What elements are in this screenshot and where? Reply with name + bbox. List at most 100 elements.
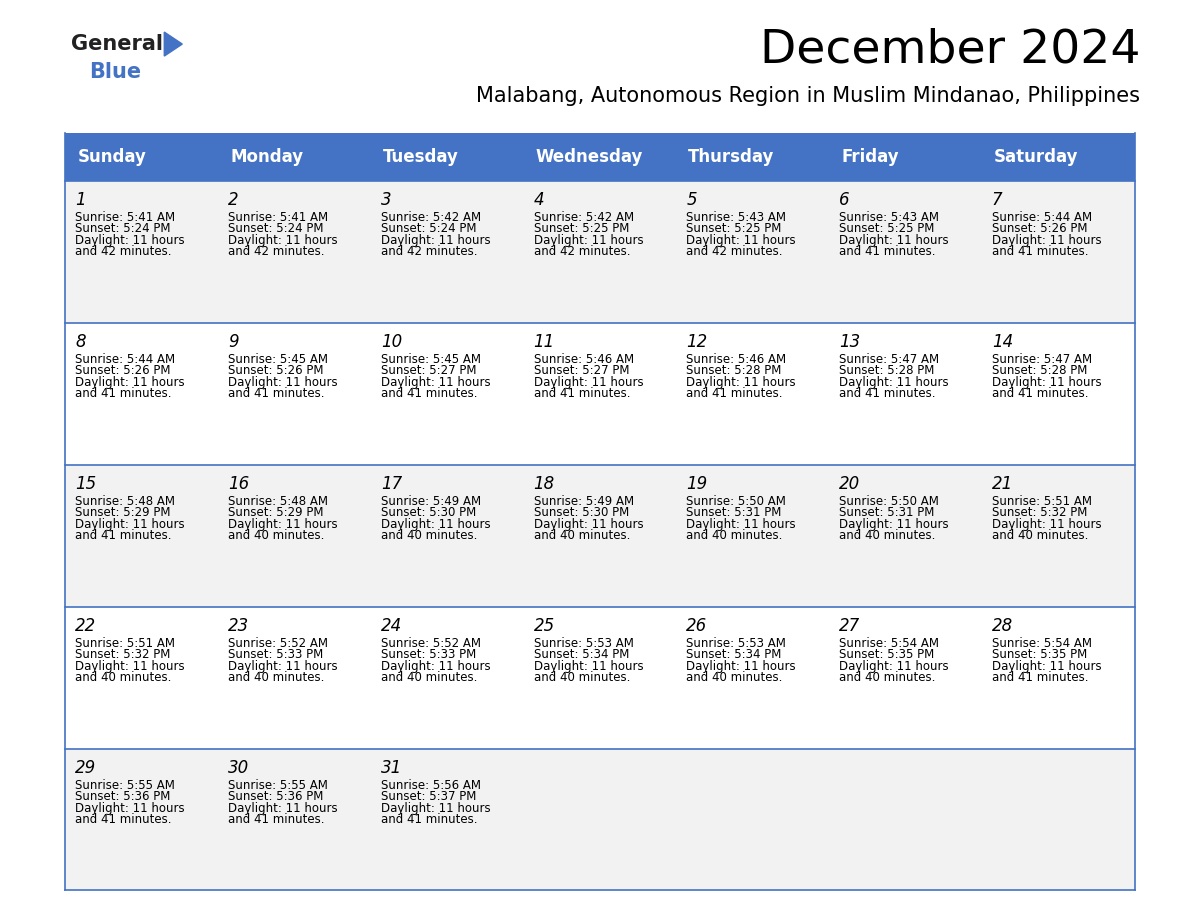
Text: Sunrise: 5:52 AM: Sunrise: 5:52 AM [381,636,481,650]
Text: Daylight: 11 hours: Daylight: 11 hours [381,660,491,673]
Text: 4: 4 [533,191,544,209]
Text: Sunrise: 5:42 AM: Sunrise: 5:42 AM [533,211,633,224]
Text: Sunset: 5:24 PM: Sunset: 5:24 PM [75,222,171,235]
Text: Sunset: 5:25 PM: Sunset: 5:25 PM [839,222,935,235]
Text: Daylight: 11 hours: Daylight: 11 hours [381,518,491,531]
Text: Daylight: 11 hours: Daylight: 11 hours [687,375,796,388]
Text: 20: 20 [839,475,860,493]
Text: Daylight: 11 hours: Daylight: 11 hours [992,375,1101,388]
Text: Daylight: 11 hours: Daylight: 11 hours [992,234,1101,247]
Text: Sunset: 5:36 PM: Sunset: 5:36 PM [75,790,171,803]
Text: Sunset: 5:26 PM: Sunset: 5:26 PM [228,364,323,377]
Text: Daylight: 11 hours: Daylight: 11 hours [533,375,643,388]
Text: Daylight: 11 hours: Daylight: 11 hours [992,660,1101,673]
Text: General: General [71,34,163,54]
Text: Sunrise: 5:50 AM: Sunrise: 5:50 AM [839,495,939,508]
Text: Sunset: 5:35 PM: Sunset: 5:35 PM [839,648,934,661]
Text: Wednesday: Wednesday [536,148,643,166]
Text: Sunset: 5:29 PM: Sunset: 5:29 PM [228,506,323,520]
Text: 19: 19 [687,475,708,493]
Text: 24: 24 [381,617,402,634]
Text: Daylight: 11 hours: Daylight: 11 hours [992,518,1101,531]
Text: and 41 minutes.: and 41 minutes. [381,813,478,826]
Text: 6: 6 [839,191,849,209]
Text: 13: 13 [839,332,860,351]
Text: and 40 minutes.: and 40 minutes. [228,529,324,543]
Text: and 40 minutes.: and 40 minutes. [75,671,172,684]
Text: 22: 22 [75,617,96,634]
Text: 28: 28 [992,617,1013,634]
Text: Daylight: 11 hours: Daylight: 11 hours [839,660,949,673]
Text: Sunset: 5:28 PM: Sunset: 5:28 PM [992,364,1087,377]
Text: Daylight: 11 hours: Daylight: 11 hours [75,801,185,814]
Text: Sunrise: 5:41 AM: Sunrise: 5:41 AM [75,211,176,224]
Text: Daylight: 11 hours: Daylight: 11 hours [75,518,185,531]
Bar [65,465,1135,607]
Text: and 40 minutes.: and 40 minutes. [687,529,783,543]
Text: Sunrise: 5:47 AM: Sunrise: 5:47 AM [992,353,1092,365]
Text: Sunset: 5:33 PM: Sunset: 5:33 PM [381,648,476,661]
Text: and 40 minutes.: and 40 minutes. [381,671,478,684]
Polygon shape [164,32,182,56]
Text: Sunrise: 5:43 AM: Sunrise: 5:43 AM [687,211,786,224]
Text: Daylight: 11 hours: Daylight: 11 hours [228,801,337,814]
Text: Daylight: 11 hours: Daylight: 11 hours [75,660,185,673]
Text: Sunrise: 5:56 AM: Sunrise: 5:56 AM [381,778,481,791]
Text: Sunrise: 5:46 AM: Sunrise: 5:46 AM [687,353,786,365]
Text: Daylight: 11 hours: Daylight: 11 hours [533,518,643,531]
Text: and 41 minutes.: and 41 minutes. [228,813,324,826]
Text: 18: 18 [533,475,555,493]
Text: Blue: Blue [89,62,141,82]
Text: Sunset: 5:34 PM: Sunset: 5:34 PM [533,648,628,661]
Text: Daylight: 11 hours: Daylight: 11 hours [533,234,643,247]
Text: Sunset: 5:31 PM: Sunset: 5:31 PM [839,506,935,520]
Bar [65,181,1135,323]
Text: Sunset: 5:25 PM: Sunset: 5:25 PM [533,222,628,235]
Text: Sunrise: 5:51 AM: Sunrise: 5:51 AM [992,495,1092,508]
Text: 10: 10 [381,332,402,351]
Text: Sunset: 5:25 PM: Sunset: 5:25 PM [687,222,782,235]
Text: Tuesday: Tuesday [383,148,459,166]
Text: and 42 minutes.: and 42 minutes. [381,245,478,258]
Text: and 40 minutes.: and 40 minutes. [992,529,1088,543]
Text: Sunset: 5:33 PM: Sunset: 5:33 PM [228,648,323,661]
Bar [65,607,1135,748]
Text: 16: 16 [228,475,249,493]
Text: Sunrise: 5:48 AM: Sunrise: 5:48 AM [75,495,176,508]
Text: Daylight: 11 hours: Daylight: 11 hours [75,375,185,388]
Text: Daylight: 11 hours: Daylight: 11 hours [228,234,337,247]
Text: 23: 23 [228,617,249,634]
Text: 12: 12 [687,332,708,351]
Text: December 2024: December 2024 [760,28,1140,73]
Text: Sunset: 5:27 PM: Sunset: 5:27 PM [533,364,630,377]
Text: Sunrise: 5:54 AM: Sunrise: 5:54 AM [992,636,1092,650]
Text: Sunrise: 5:51 AM: Sunrise: 5:51 AM [75,636,176,650]
Text: 8: 8 [75,332,86,351]
Text: Sunrise: 5:52 AM: Sunrise: 5:52 AM [228,636,328,650]
Text: Sunrise: 5:53 AM: Sunrise: 5:53 AM [687,636,786,650]
Bar [65,133,1135,181]
Text: Sunrise: 5:48 AM: Sunrise: 5:48 AM [228,495,328,508]
Text: Daylight: 11 hours: Daylight: 11 hours [687,518,796,531]
Text: Sunset: 5:29 PM: Sunset: 5:29 PM [75,506,171,520]
Text: and 41 minutes.: and 41 minutes. [228,387,324,400]
Bar [65,323,1135,465]
Text: Sunset: 5:30 PM: Sunset: 5:30 PM [381,506,476,520]
Text: Monday: Monday [230,148,303,166]
Text: and 41 minutes.: and 41 minutes. [992,671,1088,684]
Text: and 41 minutes.: and 41 minutes. [75,387,172,400]
Text: Daylight: 11 hours: Daylight: 11 hours [687,234,796,247]
Text: Daylight: 11 hours: Daylight: 11 hours [381,801,491,814]
Text: Sunrise: 5:43 AM: Sunrise: 5:43 AM [839,211,939,224]
Text: 25: 25 [533,617,555,634]
Text: Sunrise: 5:44 AM: Sunrise: 5:44 AM [75,353,176,365]
Text: 14: 14 [992,332,1013,351]
Text: Daylight: 11 hours: Daylight: 11 hours [228,375,337,388]
Text: Daylight: 11 hours: Daylight: 11 hours [533,660,643,673]
Text: Daylight: 11 hours: Daylight: 11 hours [687,660,796,673]
Text: Sunset: 5:36 PM: Sunset: 5:36 PM [228,790,323,803]
Text: Daylight: 11 hours: Daylight: 11 hours [381,375,491,388]
Text: Sunrise: 5:45 AM: Sunrise: 5:45 AM [381,353,481,365]
Text: Thursday: Thursday [688,148,775,166]
Text: and 41 minutes.: and 41 minutes. [75,813,172,826]
